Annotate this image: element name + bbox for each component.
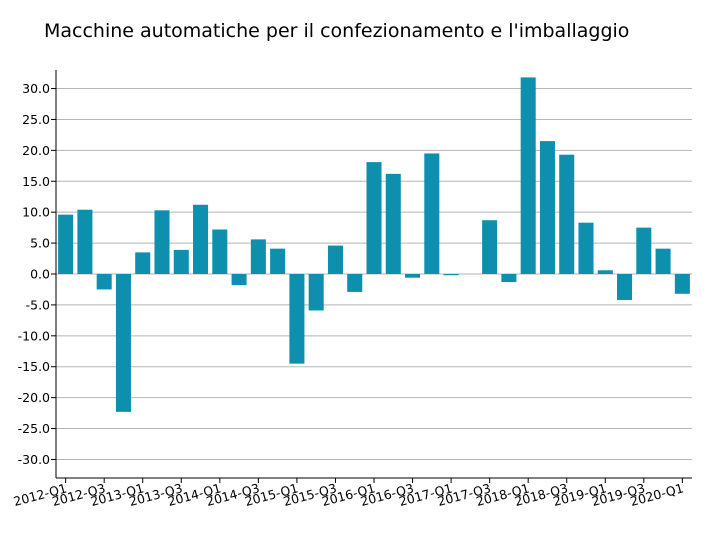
bar xyxy=(308,274,324,311)
bars xyxy=(58,77,690,412)
bar xyxy=(115,274,131,412)
bar xyxy=(173,249,189,274)
y-tick-label: -5.0 xyxy=(26,297,50,312)
bar xyxy=(385,173,401,274)
y-tick-label: -20.0 xyxy=(18,390,50,405)
bar xyxy=(154,210,170,274)
y-tick-label: 0.0 xyxy=(30,267,50,282)
bar xyxy=(347,274,363,292)
bar xyxy=(559,154,575,274)
bar xyxy=(674,274,690,294)
bar xyxy=(250,239,266,274)
y-tick-label: 20.0 xyxy=(22,143,50,158)
bar xyxy=(212,229,228,274)
bar xyxy=(655,248,671,274)
y-tick-label: 10.0 xyxy=(22,205,50,220)
y-tick-labels: -30.0 -25.0 -20.0 -15.0 -10.0 -5.0 0.0 5.0 10.0 1… xyxy=(18,81,56,467)
y-tick-label: 5.0 xyxy=(30,236,50,251)
y-tick-label: -25.0 xyxy=(18,421,50,436)
bar xyxy=(443,274,459,276)
bar xyxy=(270,248,286,274)
bar xyxy=(424,153,440,274)
y-tick-label: -10.0 xyxy=(18,328,50,343)
bar xyxy=(520,77,536,274)
bar xyxy=(289,274,305,364)
bar xyxy=(77,209,93,274)
bar xyxy=(366,162,382,274)
bar xyxy=(597,270,613,274)
x-tick-labels: 2012-Q12012-Q32013-Q12013-Q32014-Q12014-… xyxy=(12,478,685,509)
bar xyxy=(193,204,209,274)
bar xyxy=(617,274,633,300)
y-tick-label: 30.0 xyxy=(22,81,50,96)
bar xyxy=(636,227,652,274)
y-tick-label: -15.0 xyxy=(18,359,50,374)
y-tick-label: 25.0 xyxy=(22,112,50,127)
bar xyxy=(539,141,555,274)
bar xyxy=(135,252,151,274)
bar xyxy=(327,245,343,274)
chart-title: Macchine automatiche per il confezioname… xyxy=(44,20,630,42)
bar xyxy=(96,274,112,290)
y-tick-label: -30.0 xyxy=(18,452,50,467)
bar xyxy=(405,274,421,278)
bar xyxy=(578,222,594,274)
bar xyxy=(482,220,498,274)
bar xyxy=(58,214,74,274)
bar xyxy=(501,274,517,283)
bar xyxy=(231,274,247,286)
y-tick-label: 15.0 xyxy=(22,174,50,189)
